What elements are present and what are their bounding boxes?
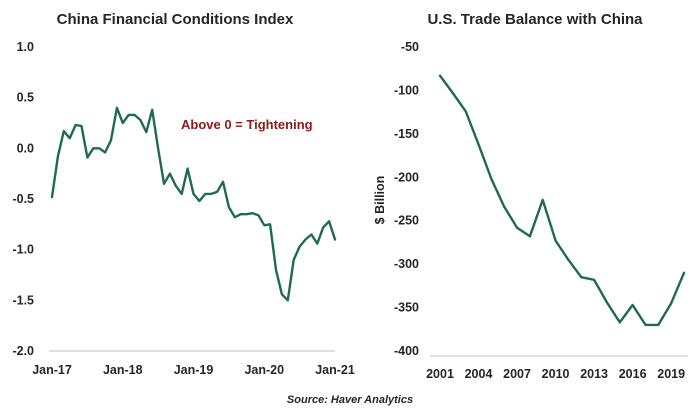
left-y-tick-label: -1.5 (12, 293, 34, 307)
right-x-tick-labels: 2001 2004 2007 2010 2013 2016 2019 (426, 367, 685, 381)
source-note: Source: Haver Analytics (287, 394, 413, 406)
right-y-tick-label: -400 (394, 344, 419, 358)
left-x-tick-label: Jan-17 (32, 363, 72, 377)
left-series-line (50, 106, 337, 302)
left-y-tick-labels: 1.0 0.5 0.0 -0.5 -1.0 -1.5 -2.0 (12, 40, 34, 358)
left-annotation: Above 0 = Tightening (181, 117, 313, 132)
left-chart: China Financial Conditions Index 1.0 0.5 0… (12, 11, 354, 377)
right-y-tick-label: -250 (394, 214, 419, 228)
right-x-tick-label: 2019 (657, 367, 685, 381)
left-x-tick-label: Jan-19 (174, 363, 214, 377)
right-y-tick-labels: -50 -100 -150 -200 -250 -300 -350 -400 (394, 40, 419, 358)
left-y-tick-label: 0.0 (17, 141, 34, 155)
right-y-tick-label: -50 (401, 40, 419, 54)
right-y-tick-label: -150 (394, 127, 419, 141)
left-x-tick-label: Jan-18 (103, 363, 143, 377)
right-x-tick-label: 2007 (503, 367, 531, 381)
left-x-tick-labels: Jan-17 Jan-18 Jan-19 Jan-20 Jan-21 (32, 363, 355, 377)
right-series-line (438, 74, 686, 327)
left-y-tick-label: -1.0 (12, 243, 34, 257)
left-y-tick-label: 0.5 (17, 91, 34, 105)
left-x-tick-label: Jan-21 (315, 363, 355, 377)
right-x-tick-label: 2013 (580, 367, 608, 381)
right-y-tick-label: -350 (394, 301, 419, 315)
right-y-tick-label: -200 (394, 170, 419, 184)
right-x-tick-label: 2010 (542, 367, 570, 381)
right-x-tick-label: 2001 (426, 367, 454, 381)
left-y-tick-label: 1.0 (17, 40, 34, 54)
right-chart-title: U.S. Trade Balance with China (427, 11, 643, 28)
right-y-tick-label: -100 (394, 83, 419, 97)
left-chart-title: China Financial Conditions Index (57, 11, 294, 28)
left-x-tick-label: Jan-20 (244, 363, 284, 377)
right-x-tick-label: 2016 (619, 367, 647, 381)
right-chart: U.S. Trade Balance with China $ Billion … (373, 11, 688, 381)
left-y-tick-label: -2.0 (12, 344, 34, 358)
right-y-axis-label: $ Billion (373, 176, 387, 225)
right-y-tick-label: -300 (394, 257, 419, 271)
right-x-tick-label: 2004 (465, 367, 493, 381)
left-y-tick-label: -0.5 (12, 192, 34, 206)
